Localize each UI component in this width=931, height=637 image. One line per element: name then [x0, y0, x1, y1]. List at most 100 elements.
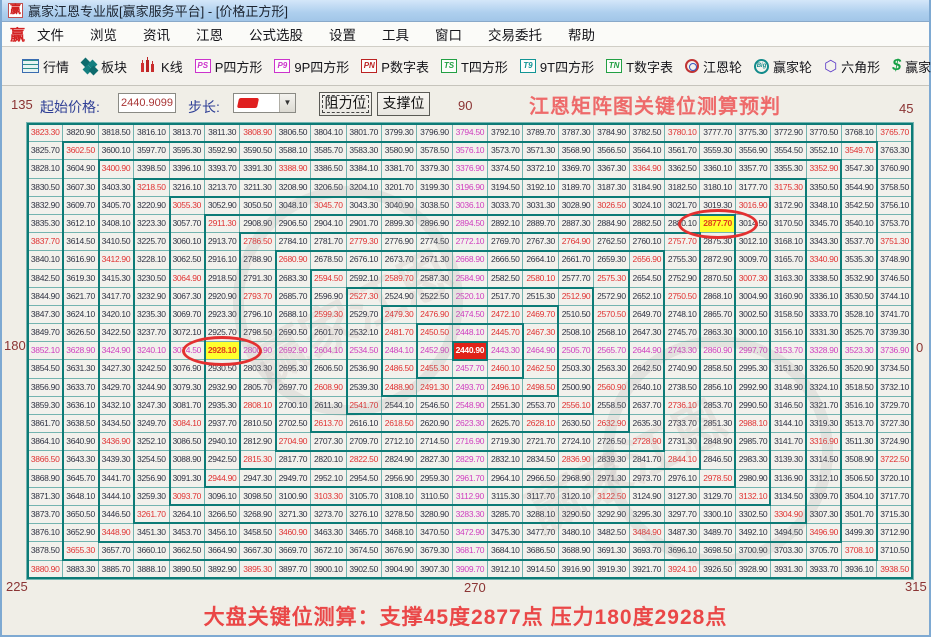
grid-cell: 3712.90: [877, 524, 912, 542]
menu-item[interactable]: 文件: [37, 28, 65, 43]
grid-cell: 2553.70: [523, 396, 558, 414]
grid-cell: 2942.50: [204, 451, 240, 469]
grid-cell: 3492.10: [735, 524, 771, 542]
toolbar-item[interactable]: ⬡ 六角形: [824, 57, 880, 76]
menu-item[interactable]: 江恩: [196, 28, 224, 43]
grid-cell: 3796.90: [417, 124, 452, 142]
grid-cell: 3763.30: [877, 142, 912, 160]
toolbar-item[interactable]: PS P四方形: [194, 57, 262, 76]
toolbar-item[interactable]: $赢家服务: [892, 57, 931, 76]
grid-cell: 2738.50: [665, 378, 700, 396]
grid-cell: 3823.30: [28, 124, 63, 142]
toolbar-item[interactable]: T9 9T四方形: [519, 57, 594, 76]
menu-item[interactable]: 帮助: [568, 28, 596, 43]
grid-cell: 2976.10: [665, 469, 700, 487]
grid-cell: 3283.30: [452, 505, 488, 524]
grid-cell: 3864.10: [28, 433, 63, 451]
grid-cell: 3285.70: [488, 505, 523, 524]
grid-cell: 2692.90: [275, 342, 311, 360]
grid-cell: 3487.30: [665, 524, 700, 542]
grid-cell: 3588.10: [275, 142, 311, 160]
grid-cell: 3736.90: [877, 342, 912, 360]
grid-cell: 3333.70: [806, 305, 841, 324]
grid-cell: 3482.50: [594, 524, 629, 542]
grid-cell: 2632.90: [594, 415, 629, 433]
grid-cell: 3336.10: [806, 287, 841, 305]
winner-wheel-icon: Big: [754, 58, 770, 74]
grid-cell: 2808.10: [240, 396, 275, 414]
grid-cell: 2464.90: [523, 342, 558, 360]
grid-cell: 3232.90: [134, 287, 169, 305]
menu-bar: 赢 文件 浏览 资讯 江恩 公式选股 设置 工具 窗口 交易委托 帮助: [2, 22, 929, 47]
toolbar-item[interactable]: K线: [139, 57, 183, 76]
grid-cell: 3518.50: [841, 378, 877, 396]
grid-cell: 2716.90: [452, 433, 488, 451]
toolbar-item[interactable]: 板块: [80, 57, 127, 76]
grid-cell: 3746.50: [877, 269, 912, 287]
grid-cell: 2918.50: [204, 269, 240, 287]
grid-cell: 3002.50: [735, 305, 771, 324]
grid-cell: 3290.50: [558, 505, 594, 524]
grid-cell: 3292.90: [594, 505, 629, 524]
grid-cell: 3247.30: [134, 396, 169, 414]
menu-item[interactable]: 窗口: [435, 28, 463, 43]
grid-cell: 3852.10: [28, 342, 63, 360]
grid-cell: 3170.50: [771, 214, 806, 233]
grid-cell: 3079.30: [169, 378, 204, 396]
grid-cell: 3775.30: [735, 124, 771, 142]
grid-cell: 3156.10: [771, 324, 806, 342]
grid-cell: 3782.50: [629, 124, 665, 142]
grid-cell: 3403.30: [98, 178, 134, 196]
grid-cell: 3921.70: [629, 560, 665, 578]
grid-cell: 2608.90: [311, 378, 346, 396]
menu-item[interactable]: 公式选股: [249, 28, 304, 43]
grid-cell: 3667.30: [240, 542, 275, 560]
toolbar-item[interactable]: TS T四方形: [440, 57, 508, 76]
chevron-down-icon[interactable]: ▼: [279, 94, 295, 112]
support-button[interactable]: 支撑位: [377, 92, 430, 116]
menu-item[interactable]: 交易委托: [488, 28, 543, 43]
grid-cell: 3268.90: [240, 505, 275, 524]
grid-cell: 3756.10: [877, 196, 912, 214]
grid-cell: 3729.70: [877, 396, 912, 414]
menu-item[interactable]: 浏览: [90, 28, 118, 43]
grid-cell: 3609.70: [63, 196, 98, 214]
grid-cell: 2860.90: [700, 342, 735, 360]
grid-cell: 3595.30: [169, 142, 204, 160]
grid-cell: 3705.70: [806, 542, 841, 560]
resistance-button[interactable]: 阻力位: [319, 92, 372, 116]
toolbar-item[interactable]: P9 9P四方形: [274, 57, 349, 76]
grid-cell: 3897.70: [275, 560, 311, 578]
toolbar-item[interactable]: 行情: [22, 57, 69, 76]
start-price-input[interactable]: [118, 93, 176, 113]
grid-cell: 2640.10: [629, 378, 665, 396]
grid-cell: 3364.90: [629, 160, 665, 178]
p-square-icon: PS: [194, 59, 211, 73]
grid-cell: 3876.10: [28, 524, 63, 542]
toolbar-item[interactable]: Big 赢家轮: [754, 57, 812, 76]
toolbar-item-label: K线: [161, 59, 183, 75]
grid-cell: 3657.70: [98, 542, 134, 560]
grid-cell: 3276.10: [346, 505, 381, 524]
grid-cell: 3345.70: [806, 214, 841, 233]
grid-cell: 3535.30: [841, 251, 877, 269]
grid-cell: 3189.70: [558, 178, 594, 196]
toolbar-item-label: P数字表: [381, 59, 429, 75]
step-select[interactable]: ▼: [233, 93, 296, 113]
menu-item[interactable]: 工具: [382, 28, 410, 43]
grid-cell: 2908.90: [240, 214, 275, 233]
grid-cell: 2604.10: [311, 342, 346, 360]
grid-cell: 3084.10: [169, 415, 204, 433]
menu-item[interactable]: 设置: [329, 28, 357, 43]
grid-cell: 2952.10: [311, 469, 346, 487]
grid-cell: 3432.10: [98, 396, 134, 414]
grid-cell: 3739.30: [877, 324, 912, 342]
toolbar-item[interactable]: TN T数字表: [606, 57, 673, 76]
menu-item[interactable]: 资讯: [143, 28, 171, 43]
grid-cell: 3352.90: [806, 160, 841, 178]
grid-cell: 3326.50: [806, 360, 841, 378]
toolbar-item[interactable]: 江恩轮: [685, 57, 742, 76]
grid-cell: 3463.30: [311, 524, 346, 542]
toolbar-item[interactable]: PN P数字表: [361, 57, 429, 76]
grid-cell: 2923.30: [204, 305, 240, 324]
